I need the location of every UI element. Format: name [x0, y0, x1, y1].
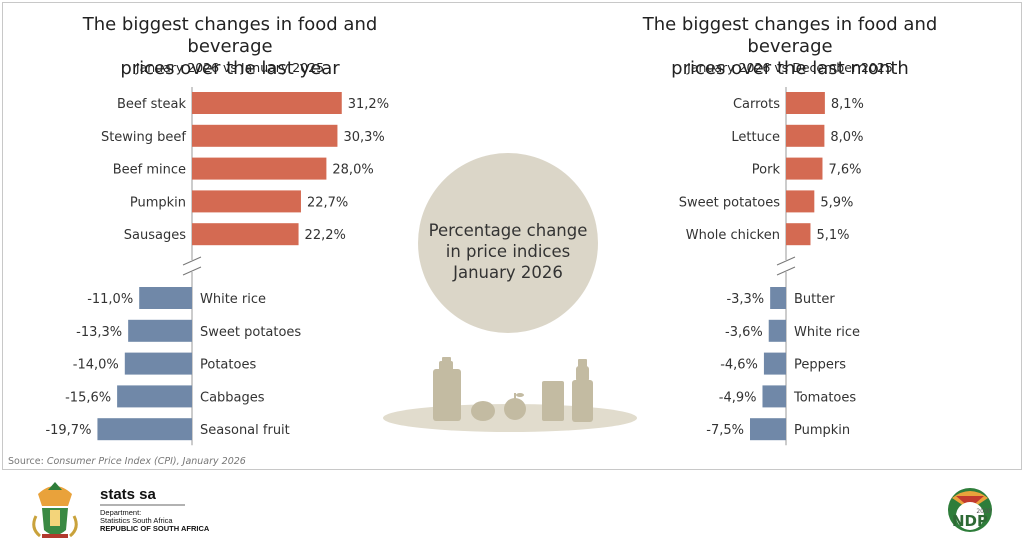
left-value-label: -11,0% — [87, 292, 133, 307]
left-bar-decrease — [128, 319, 192, 342]
left-value-label: 31,2% — [348, 97, 389, 112]
footer-svg: NDP 2030 — [32, 482, 992, 538]
right-value-label: 8,1% — [831, 97, 864, 112]
ndp-year: 2030 — [976, 508, 991, 515]
left-value-label: -13,3% — [76, 325, 122, 340]
can-icon — [542, 381, 564, 421]
logo-line2: Statistics South Africa — [100, 516, 173, 525]
stats-sa-logo-text: stats sa — [100, 486, 156, 503]
right-bar-decrease — [762, 385, 786, 408]
left-value-label: -15,6% — [65, 390, 111, 405]
left-category-label: Seasonal fruit — [200, 423, 290, 438]
right-category-label: Tomatoes — [793, 390, 856, 405]
center-text-line2: in price indices — [446, 242, 571, 261]
left-chart-title: The biggest changes in food and beverage… — [40, 14, 420, 80]
source-text: Consumer Price Index (CPI), January 2026 — [46, 456, 246, 467]
left-category-label: Sweet potatoes — [200, 325, 301, 340]
right-category-label: Lettuce — [731, 130, 780, 145]
apple-icon — [504, 393, 526, 420]
right-category-label: Whole chicken — [686, 228, 780, 243]
ndp-text: NDP — [952, 512, 988, 530]
right-value-label: -7,5% — [706, 423, 744, 438]
left-category-label: Cabbages — [200, 390, 265, 405]
right-value-label: 5,1% — [816, 228, 849, 243]
left-chart-subtitle: January 2026 vs January 2025 — [135, 60, 325, 75]
right-value-label: -4,9% — [719, 390, 757, 405]
left-value-label: -19,7% — [45, 423, 91, 438]
right-chart-title: The biggest changes in food and beverage… — [600, 14, 980, 80]
left-title-line2: prices over the last year — [120, 58, 340, 79]
left-bar-increase — [192, 190, 301, 213]
right-category-label: Pork — [752, 163, 781, 178]
center-circle — [418, 153, 598, 333]
left-category-label: White rice — [200, 292, 266, 307]
right-category-label: Peppers — [794, 358, 846, 373]
left-category-label: Stewing beef — [101, 130, 186, 145]
right-bar-increase — [786, 124, 825, 147]
right-category-label: Butter — [794, 292, 835, 307]
right-bar-decrease — [768, 319, 786, 342]
left-bar-decrease — [117, 385, 192, 408]
source-prefix: Source: — [8, 456, 47, 467]
left-category-label: Sausages — [124, 228, 186, 243]
right-value-label: 7,6% — [828, 163, 861, 178]
right-axis-break-2 — [776, 266, 796, 276]
right-value-label: 5,9% — [820, 195, 853, 210]
right-title-line1: The biggest changes in food and beverage — [642, 14, 938, 57]
right-chart: Carrots 8,1% Lettuce 8,0% Pork 7,6% Sweet pota… — [679, 87, 864, 446]
right-bar-decrease — [763, 352, 786, 375]
right-title-line2: prices over the last month — [671, 58, 909, 79]
right-value-label: -3,6% — [725, 325, 763, 340]
right-axis-break-1 — [776, 256, 796, 266]
bottle-icon — [572, 359, 593, 422]
right-bar-increase — [786, 157, 823, 180]
left-category-label: Pumpkin — [130, 195, 186, 210]
left-value-label: 22,2% — [305, 228, 346, 243]
left-category-label: Beef steak — [117, 97, 186, 112]
left-title-line1: The biggest changes in food and beverage — [82, 14, 378, 57]
logo-line1: Department: — [100, 508, 142, 517]
right-bar-decrease — [750, 418, 786, 441]
center-text-line3: January 2026 — [452, 263, 563, 282]
left-bar-decrease — [124, 352, 192, 375]
jug-icon — [433, 357, 461, 421]
right-category-label: Carrots — [733, 97, 780, 112]
center-text-line1: Percentage change — [429, 221, 588, 240]
left-bar-increase — [192, 223, 299, 246]
left-bar-increase — [192, 92, 342, 114]
footer: NDP 2030 stats sa Department: Statistics… — [0, 472, 1024, 548]
left-bar-decrease — [97, 418, 192, 441]
left-axis-break-2 — [182, 266, 202, 276]
left-value-label: -14,0% — [73, 358, 119, 373]
right-category-label: Sweet potatoes — [679, 195, 780, 210]
right-chart-subtitle: January 2026 vs December 2025 — [687, 60, 893, 75]
ndp-logo-icon — [948, 488, 992, 532]
right-category-label: Pumpkin — [794, 423, 850, 438]
right-bar-increase — [786, 223, 811, 246]
left-value-label: 28,0% — [332, 163, 373, 178]
left-category-label: Potatoes — [200, 358, 256, 373]
right-value-label: 8,0% — [830, 130, 863, 145]
left-bar-increase — [192, 124, 338, 147]
source-note: Source: Consumer Price Index (CPI), Janu… — [8, 456, 246, 467]
left-axis-break-1 — [182, 256, 202, 266]
left-bar-decrease — [139, 287, 192, 309]
left-value-label: 30,3% — [343, 130, 384, 145]
coat-of-arms-icon — [32, 482, 78, 538]
charts-svg: Beef steak 31,2% Stewing beef 30,3% Beef min… — [45, 87, 864, 446]
logo-line3: REPUBLIC OF SOUTH AFRICA — [100, 524, 210, 533]
left-category-label: Beef mince — [113, 163, 186, 178]
right-value-label: -3,3% — [726, 292, 764, 307]
right-value-label: -4,6% — [720, 358, 758, 373]
tomato-icon — [471, 401, 495, 421]
left-value-label: 22,7% — [307, 195, 348, 210]
right-bar-decrease — [770, 287, 786, 309]
right-category-label: White rice — [794, 325, 860, 340]
right-bar-increase — [786, 190, 815, 213]
left-bar-increase — [192, 157, 327, 180]
left-chart: Beef steak 31,2% Stewing beef 30,3% Beef min… — [45, 87, 389, 446]
right-bar-increase — [786, 92, 825, 114]
